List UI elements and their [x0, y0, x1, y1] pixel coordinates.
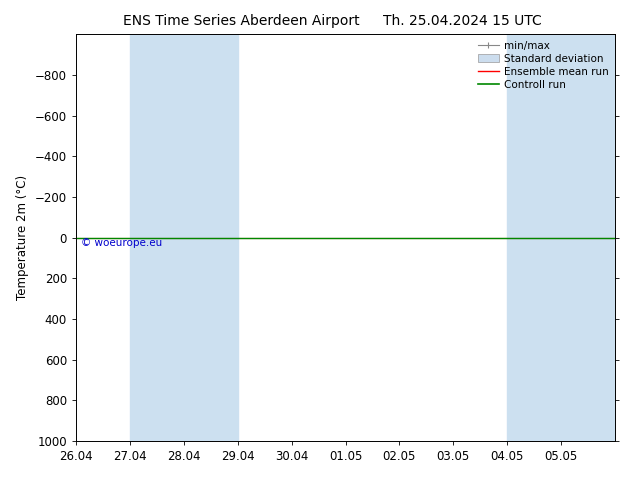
Text: ENS Time Series Aberdeen Airport: ENS Time Series Aberdeen Airport — [122, 14, 359, 28]
Bar — [561, 34, 615, 441]
Text: Th. 25.04.2024 15 UTC: Th. 25.04.2024 15 UTC — [384, 14, 542, 28]
Text: © woeurope.eu: © woeurope.eu — [81, 238, 163, 247]
Y-axis label: Temperature 2m (°C): Temperature 2m (°C) — [16, 175, 29, 300]
Bar — [507, 34, 561, 441]
Bar — [184, 34, 238, 441]
Bar — [130, 34, 184, 441]
Legend: min/max, Standard deviation, Ensemble mean run, Controll run: min/max, Standard deviation, Ensemble me… — [474, 36, 613, 94]
